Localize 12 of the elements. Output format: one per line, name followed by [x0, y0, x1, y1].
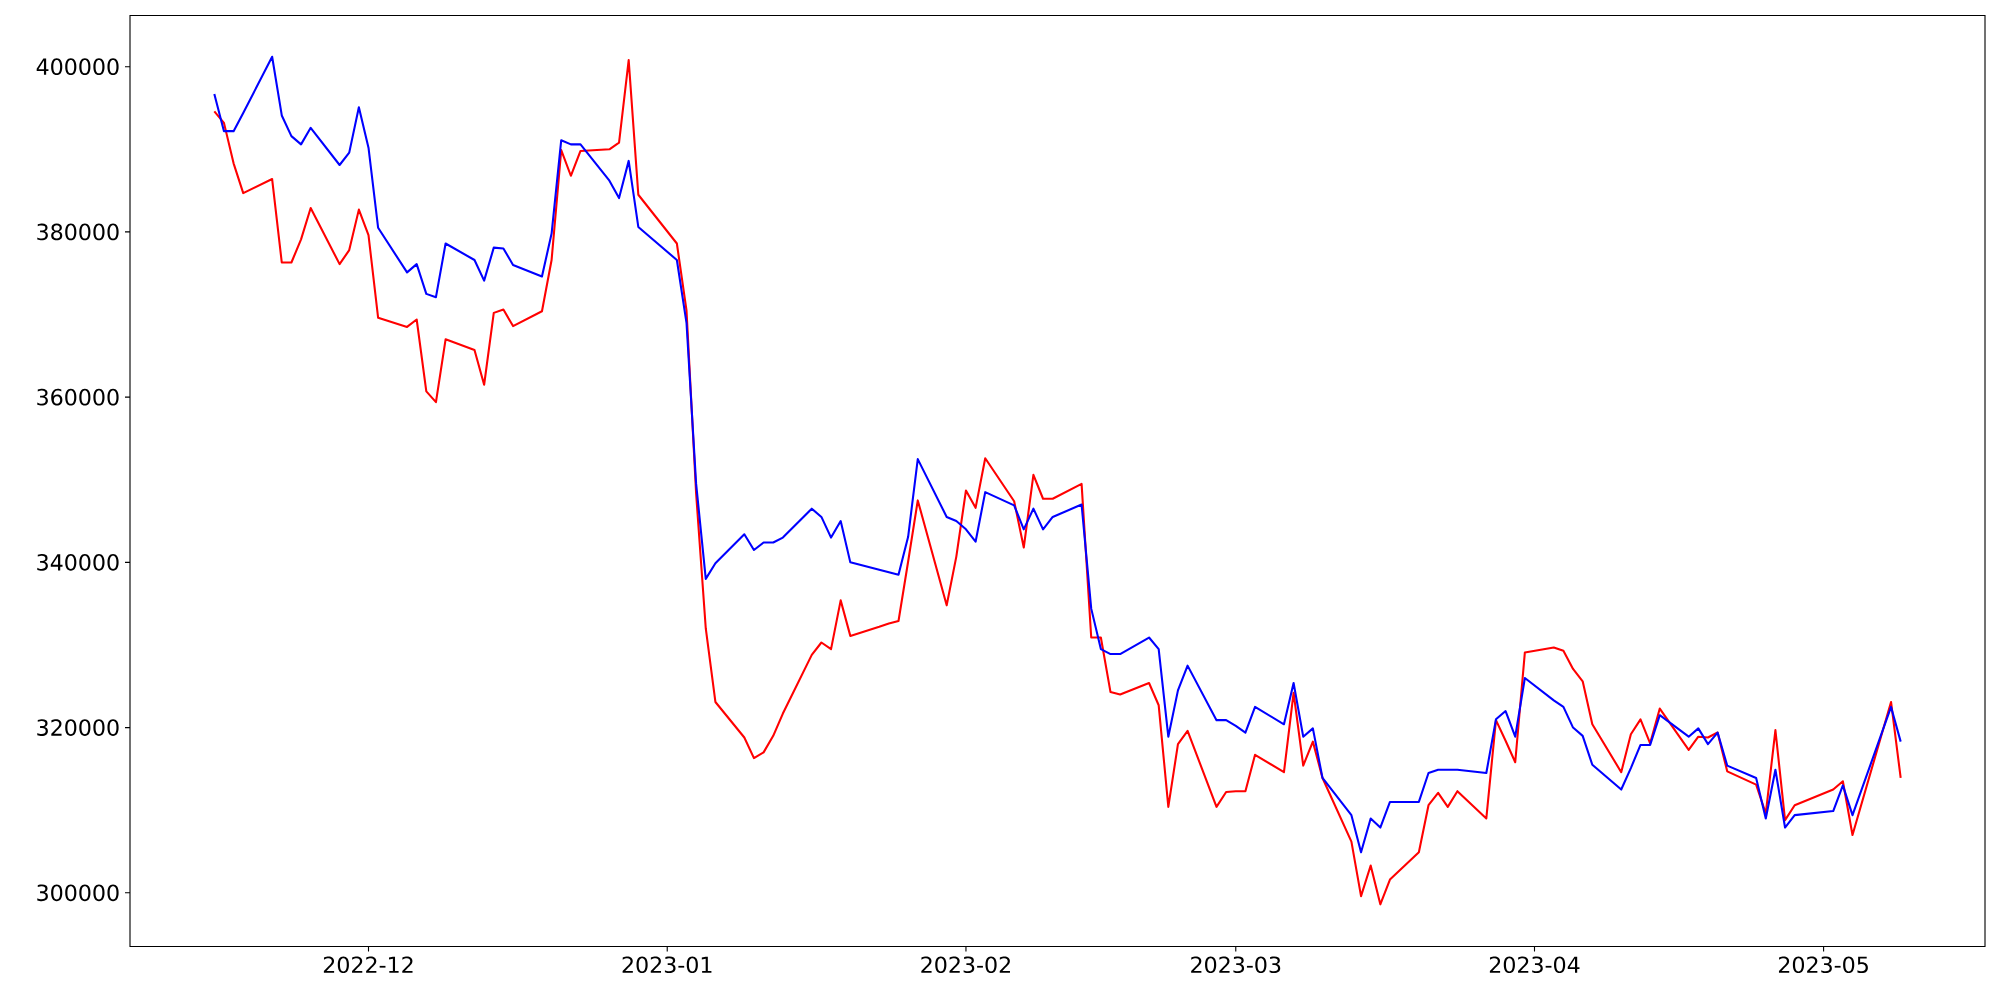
y-tick-label: 380000 — [37, 223, 119, 241]
y-tick-label: 360000 — [37, 388, 119, 406]
y-tick-label: 320000 — [37, 719, 119, 736]
y-tick-label: 400000 — [36, 58, 119, 76]
x-tick-label: 2023-03 — [1191, 956, 1281, 974]
x-tick-label: 2022-12 — [323, 956, 413, 974]
y-tick-label: 300000 — [37, 884, 119, 902]
x-tick-label: 2023-04 — [1489, 956, 1580, 974]
x-tick-label: 2023-02 — [921, 956, 1010, 974]
y-tick-label: 340000 — [37, 554, 119, 571]
x-tick-label: 2023-01 — [622, 956, 712, 974]
x-tick-label: 2023-05 — [1778, 956, 1868, 974]
